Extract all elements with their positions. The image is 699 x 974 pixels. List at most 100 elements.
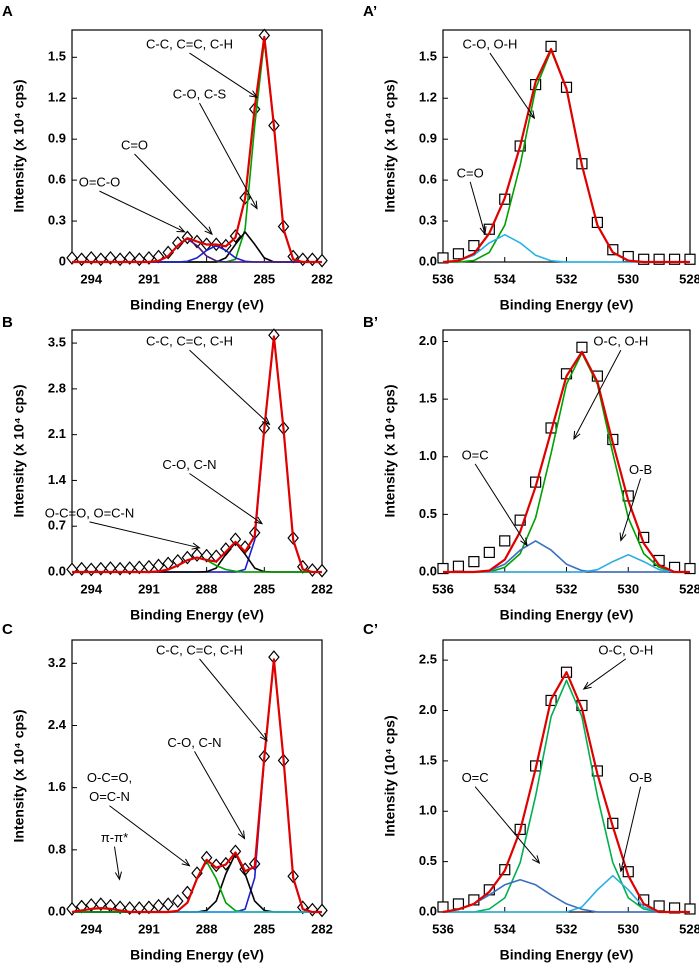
annotation: O=C-O (79, 175, 121, 190)
y-tick-label: 1.0 (419, 803, 437, 818)
annotation-arrow (469, 181, 486, 235)
data-point (607, 244, 619, 256)
y-axis-title: Intensity (x 10⁴ cps) (11, 80, 27, 213)
annotation: O-B (629, 462, 652, 477)
annotation-arrow (620, 786, 642, 872)
panel-label: A’ (363, 3, 377, 20)
curve (443, 350, 690, 574)
arrow-head (520, 537, 528, 547)
x-tick-label: 532 (556, 921, 578, 936)
data-point (85, 562, 98, 577)
y-axis-title: Intensity (10⁴ cps) (382, 715, 398, 836)
y-tick-label: 1.4 (48, 472, 67, 487)
x-axis-title: Binding Energy (eV) (500, 297, 634, 313)
y-tick-label: 0.7 (48, 518, 66, 533)
arrow-head (254, 516, 264, 525)
y-tick-label: 0.5 (419, 853, 437, 868)
data-point (668, 253, 681, 265)
annotation-arrow (489, 52, 535, 119)
y-tick-label: 1.5 (419, 752, 437, 767)
data-point (437, 252, 449, 264)
y-tick-label: 0.9 (419, 131, 437, 146)
annotation: C=O (121, 137, 148, 152)
x-tick-label: 291 (138, 581, 160, 596)
x-tick-label: 528 (679, 581, 699, 596)
annotation-arrow (114, 846, 120, 880)
annotation-arrow (189, 349, 270, 425)
annotation-arrow (620, 478, 642, 541)
x-tick-label: 528 (679, 271, 699, 286)
y-tick-label: 2.1 (48, 426, 66, 441)
y-tick-label: 2.0 (419, 702, 437, 717)
y-tick-label: 0.0 (419, 563, 437, 578)
data-point (114, 252, 126, 267)
y-axis-title: Intensity (x 10⁴ cps) (11, 710, 27, 843)
x-tick-label: 536 (432, 921, 454, 936)
annotation-arrow (189, 52, 258, 98)
y-tick-label: 0.0 (48, 563, 66, 578)
x-tick-label: 534 (494, 921, 516, 936)
curve (443, 679, 690, 913)
annotation: C-C, C=C, C-H (146, 334, 233, 349)
arrow-head (618, 863, 626, 873)
x-tick-label: 291 (138, 921, 160, 936)
y-tick-label: 0.6 (48, 172, 66, 187)
y-tick-label: 3.5 (48, 335, 66, 350)
annotation: C=O (457, 165, 484, 180)
arrow-head (259, 732, 268, 742)
arrow-head (249, 90, 259, 98)
x-tick-label: 528 (679, 921, 699, 936)
x-axis-title: Binding Energy (eV) (500, 947, 634, 963)
curve (442, 47, 690, 264)
annotation: O=C (462, 447, 489, 462)
x-axis-title: Binding Energy (eV) (500, 607, 634, 623)
annotation: O-C, O-H (598, 642, 653, 657)
annotation: O-C, O-H (593, 334, 648, 349)
y-tick-label: 1.2 (48, 90, 66, 105)
x-tick-label: 530 (617, 271, 639, 286)
x-tick-label: 294 (80, 581, 102, 596)
y-tick-label: 1.2 (419, 90, 437, 105)
annotation: C-O, C-N (162, 457, 216, 472)
plot-frame (442, 29, 691, 263)
arrow-head (531, 855, 541, 865)
annotation: O=C-N (89, 789, 130, 804)
x-tick-label: 282 (311, 921, 333, 936)
curve (443, 352, 690, 573)
data-point (210, 858, 223, 873)
x-tick-label: 534 (494, 271, 516, 286)
x-tick-label: 285 (253, 271, 275, 286)
panel-label: B (2, 314, 13, 331)
annotation-arrow (199, 658, 268, 741)
annotation: O-C=O, O=C-N (45, 505, 135, 520)
y-axis-title: Intensity (x 10⁴ cps) (382, 385, 398, 518)
annotation-arrow (109, 805, 190, 867)
data-point (133, 252, 146, 267)
data-point (95, 252, 107, 267)
annotation: O-C=O, (87, 770, 132, 785)
annotation-arrow (199, 102, 258, 209)
y-tick-label: 1.5 (419, 391, 437, 406)
y-tick-label: 2.0 (419, 333, 437, 348)
data-point (316, 253, 328, 268)
data-point (452, 248, 465, 260)
annotation: O=C (462, 770, 489, 785)
y-tick-label: 2.5 (419, 652, 437, 667)
curve (443, 874, 690, 913)
data-point (75, 252, 88, 267)
data-point (316, 563, 328, 578)
panel-label: C (2, 621, 13, 638)
arrow-head (261, 416, 271, 426)
curve (71, 658, 322, 914)
y-axis-title: Intensity (x 10⁴ cps) (382, 80, 398, 213)
annotation-arrow (99, 190, 185, 233)
data-point (452, 560, 465, 572)
panel-label: B’ (363, 314, 378, 331)
data-point (684, 253, 696, 265)
data-point (468, 556, 480, 568)
annotation-arrow (134, 153, 213, 235)
data-point (171, 894, 184, 909)
x-tick-label: 288 (196, 921, 218, 936)
x-tick-label: 291 (138, 271, 160, 286)
annotation-arrow (474, 786, 540, 864)
